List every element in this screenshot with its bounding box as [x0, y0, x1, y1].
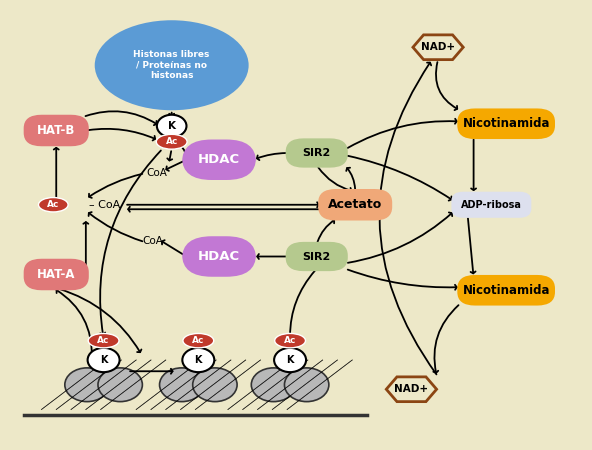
Text: K: K	[287, 355, 294, 365]
Ellipse shape	[284, 368, 329, 401]
Text: Ac: Ac	[192, 336, 204, 345]
Text: ADP-ribosa: ADP-ribosa	[461, 200, 522, 210]
FancyBboxPatch shape	[285, 138, 348, 168]
Text: Histonas libres
/ Proteínas no
histonas: Histonas libres / Proteínas no histonas	[133, 50, 210, 80]
Text: CoA: CoA	[146, 168, 168, 178]
Circle shape	[157, 115, 186, 137]
FancyBboxPatch shape	[451, 192, 531, 218]
FancyBboxPatch shape	[457, 108, 555, 139]
Ellipse shape	[183, 333, 214, 348]
Ellipse shape	[38, 198, 68, 212]
Text: CoA: CoA	[142, 236, 163, 246]
Text: Ac: Ac	[284, 336, 296, 345]
Ellipse shape	[156, 134, 187, 149]
FancyBboxPatch shape	[318, 189, 392, 220]
FancyBboxPatch shape	[182, 236, 256, 277]
Circle shape	[182, 348, 214, 372]
FancyBboxPatch shape	[457, 275, 555, 306]
Ellipse shape	[65, 368, 109, 401]
Text: Acetato: Acetato	[328, 198, 382, 211]
Polygon shape	[386, 377, 436, 401]
Text: HDAC: HDAC	[198, 250, 240, 263]
Text: SIR2: SIR2	[303, 252, 331, 261]
Ellipse shape	[95, 20, 249, 110]
Text: – CoA: – CoA	[89, 200, 120, 210]
Ellipse shape	[251, 368, 295, 401]
Text: HDAC: HDAC	[198, 153, 240, 166]
Text: Ac: Ac	[166, 137, 178, 146]
Text: K: K	[195, 355, 202, 365]
Circle shape	[88, 348, 120, 372]
Text: NAD+: NAD+	[394, 384, 429, 394]
Text: NAD+: NAD+	[421, 42, 455, 52]
Text: Nicotinamida: Nicotinamida	[462, 117, 550, 130]
Text: HAT-A: HAT-A	[37, 268, 76, 281]
FancyBboxPatch shape	[24, 115, 89, 146]
FancyBboxPatch shape	[285, 242, 348, 271]
Ellipse shape	[98, 368, 142, 401]
Text: SIR2: SIR2	[303, 148, 331, 158]
Text: Ac: Ac	[98, 336, 110, 345]
Circle shape	[274, 348, 306, 372]
Text: K: K	[100, 355, 107, 365]
Polygon shape	[413, 35, 463, 59]
Text: Ac: Ac	[47, 200, 59, 209]
Ellipse shape	[88, 333, 119, 348]
Ellipse shape	[275, 333, 305, 348]
Text: HAT-B: HAT-B	[37, 124, 75, 137]
FancyBboxPatch shape	[24, 259, 89, 290]
Ellipse shape	[193, 368, 237, 401]
FancyBboxPatch shape	[182, 140, 256, 180]
Text: K: K	[168, 121, 176, 131]
Ellipse shape	[159, 368, 204, 401]
Text: Nicotinamida: Nicotinamida	[462, 284, 550, 297]
